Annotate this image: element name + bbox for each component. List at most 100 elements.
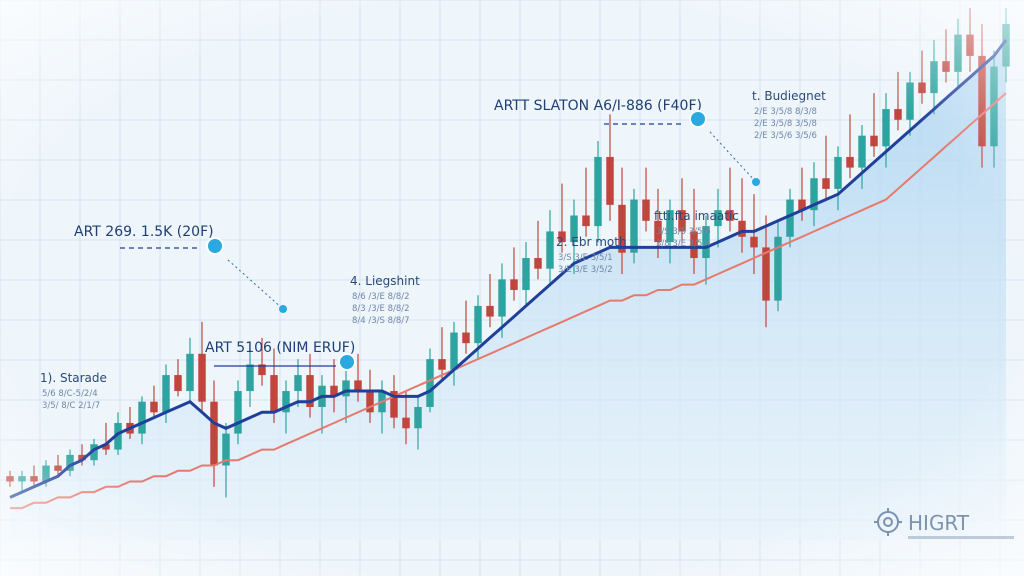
candle-body xyxy=(642,199,650,221)
candle xyxy=(486,274,494,328)
callout: t. Budiegnet 2/E 3/5/8 8/3/8 2/E 3/5/8 3/5… xyxy=(752,89,826,141)
candle xyxy=(438,327,446,381)
callout-title: 1). Starade xyxy=(40,371,107,385)
candle-body xyxy=(906,82,914,120)
candle xyxy=(582,167,590,237)
annotation-connector xyxy=(709,131,757,183)
candle-body xyxy=(270,375,278,413)
callout-title: 4. Liegshint xyxy=(350,274,420,288)
candle xyxy=(546,210,554,285)
annotation-label: ART 5106 (NIM ERUF) xyxy=(205,340,355,356)
candle-body xyxy=(882,109,890,147)
candle-body xyxy=(870,135,878,147)
callout-line: 8/3 /3/E 8/8/2 xyxy=(352,304,410,314)
callout-line: 2/E 3/5/8 8/3/8 xyxy=(754,107,817,117)
annotation-label: ARTT SLATON A6/I-886 (F40F) xyxy=(494,98,702,114)
gear-icon xyxy=(874,508,902,536)
callout-line: 8/4 /3/S 8/8/7 xyxy=(352,316,410,326)
annotation-marker xyxy=(206,237,224,255)
candle xyxy=(186,337,194,402)
candle-body xyxy=(942,61,950,72)
candle-body xyxy=(402,417,410,429)
candle-body xyxy=(414,407,422,429)
candle-body xyxy=(858,135,866,168)
callout: 1). Starade 5/6 8/C-5/2/4 3/5/ 8/C 2/1/7 xyxy=(40,371,107,411)
candle xyxy=(978,23,986,168)
candle-body xyxy=(822,178,830,189)
candle xyxy=(522,242,530,306)
candle xyxy=(510,247,518,301)
callout-title: t. Budiegnet xyxy=(752,89,826,103)
candle-body xyxy=(186,353,194,392)
annotation: ART 269. 1.5K (20F) xyxy=(74,224,287,313)
candle-body xyxy=(486,305,494,317)
candle-body xyxy=(138,401,146,434)
candle xyxy=(846,114,854,179)
candle xyxy=(534,220,542,280)
candle-body xyxy=(174,375,182,392)
candle-body xyxy=(30,476,38,482)
candle xyxy=(18,470,26,493)
candle xyxy=(198,321,206,413)
callout: 4. Liegshint 8/6 /3/E 8/8/2 8/3 /3/E 8/8/2… xyxy=(350,274,420,326)
candle-body xyxy=(18,476,26,482)
area-fill xyxy=(10,39,1006,541)
callout-line: 8/6 /3/E 8/8/2 xyxy=(352,292,410,302)
candle-body xyxy=(954,34,962,72)
candle-body xyxy=(162,375,170,413)
candle-body xyxy=(546,231,554,269)
candle-body xyxy=(930,61,938,94)
candle xyxy=(894,71,902,131)
watermark: HIGRT xyxy=(874,508,1014,539)
candle-body xyxy=(522,258,530,290)
candle-body xyxy=(606,156,614,205)
candle-body xyxy=(894,109,902,120)
candle-body xyxy=(630,199,638,253)
candle xyxy=(930,39,938,115)
candle-body xyxy=(762,247,770,301)
watermark-text: HIGRT xyxy=(908,511,970,535)
candle xyxy=(594,141,602,243)
candle-body xyxy=(966,34,974,56)
candle xyxy=(606,114,614,221)
callout-title: ftti.fta imaatic xyxy=(654,209,739,223)
candle-body xyxy=(198,353,206,402)
candle xyxy=(150,385,158,418)
candle xyxy=(966,8,974,72)
candle-body xyxy=(54,465,62,471)
annotation-point xyxy=(279,305,287,313)
candle-body xyxy=(342,380,350,397)
candle xyxy=(30,465,38,487)
candle-body xyxy=(834,156,842,189)
candle-body xyxy=(534,258,542,269)
candle-body xyxy=(846,156,854,168)
callout-line: 3/8 3/E 3/5/4 xyxy=(656,239,711,249)
candle-body xyxy=(498,279,506,317)
callout-line: 2/E 3/5/6 3/5/6 xyxy=(754,131,817,141)
candle-body xyxy=(210,401,218,466)
candle xyxy=(942,29,950,83)
candle-body xyxy=(474,305,482,344)
callout-line: 3/5/ 8/C 2/1/7 xyxy=(42,401,100,411)
annotation-marker xyxy=(689,110,707,128)
candle xyxy=(6,470,14,487)
candle xyxy=(642,167,650,232)
candle-body xyxy=(582,215,590,227)
candle-body xyxy=(750,236,758,248)
annotation-connector xyxy=(227,259,284,310)
candle xyxy=(174,359,182,397)
candle-body xyxy=(354,380,362,392)
candle xyxy=(954,18,962,88)
candle-body xyxy=(918,82,926,94)
candle-body xyxy=(510,279,518,290)
candle-body xyxy=(246,364,254,392)
callout-line: 2/E 3/5/8 3/5/8 xyxy=(754,119,817,129)
candle xyxy=(630,188,638,264)
annotation-point xyxy=(752,178,760,186)
callout-title: 2. Ebr moth xyxy=(556,235,627,249)
annotation-marker xyxy=(338,353,356,371)
candle-body xyxy=(462,332,470,344)
callout-line: 5/6 8/C-5/2/4 xyxy=(42,389,98,399)
